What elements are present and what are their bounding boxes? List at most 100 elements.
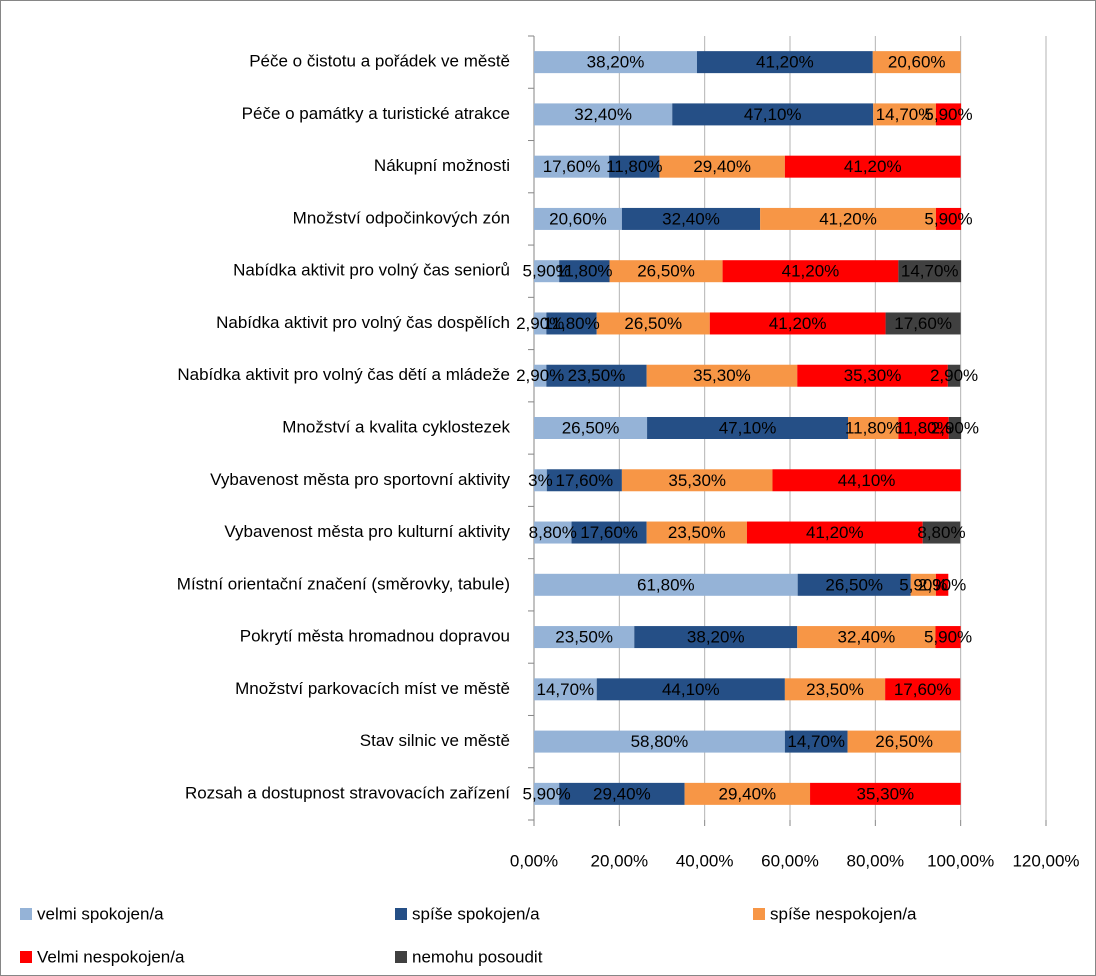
bar-segment [634,626,798,649]
data-label: 14,70% [537,680,595,699]
bar-segment [898,417,949,439]
data-label: 58,80% [631,732,689,751]
data-label: 26,50% [875,732,933,751]
bar-segment [546,469,622,492]
bar-segment [646,364,798,387]
data-label: 32,40% [662,209,720,228]
data-label: 29,40% [593,784,651,803]
data-label: 61,80% [637,575,695,594]
y-tick-label: Nabídka aktivit pro volný čas dětí a mlá… [177,365,510,384]
data-label: 2,90% [516,366,564,385]
data-label: 5,90% [924,209,972,228]
data-label: 41,20% [756,53,814,72]
legend-label: spíše nespokojen/a [770,904,917,923]
data-label: 5,90% [924,105,972,124]
bar-segment [534,417,648,439]
bar-segment [709,312,886,335]
data-label: 17,60% [580,523,638,542]
bar-segment [534,730,785,753]
data-label: 2,90% [930,366,978,385]
y-tick-label: Vybavenost města pro sportovní aktivity [210,470,510,489]
bar-segment [684,782,811,805]
bar-segment [885,678,961,701]
bar-segment [534,103,673,126]
bar-segment [885,312,961,335]
legend-swatch [20,951,32,963]
data-label: 5,90% [522,784,570,803]
bar-segment [646,521,747,544]
data-label: 47,10% [744,105,802,124]
data-label: 2,90% [931,418,979,437]
bar-segment [647,417,849,439]
data-label: 35,30% [857,784,915,803]
data-label: 8,80% [917,523,965,542]
bar-segment [797,573,911,596]
y-tick-label: Místní orientační značení (směrovky, tab… [177,574,510,593]
bar-segment [609,260,723,283]
data-label: 5,90% [899,575,947,594]
data-label: 41,20% [819,209,877,228]
bar-segment [534,521,572,544]
data-label: 14,70% [876,105,934,124]
legend-swatch [395,908,407,920]
data-label: 11,80% [895,418,951,437]
data-label: 17,60% [543,157,601,176]
legend-swatch [395,951,407,963]
data-label: 26,50% [562,418,620,437]
data-label: 14,70% [787,732,845,751]
data-label: 11,80% [556,262,612,281]
bar-segment [534,678,597,701]
bar-segment [621,207,761,230]
bar-segment [534,312,547,335]
bar-segment [935,207,962,230]
data-label: 14,70% [901,262,959,281]
data-label: 5,90% [522,262,570,281]
bar-segment [534,260,560,283]
data-label: 23,50% [668,523,726,542]
data-label: 41,20% [782,262,840,281]
data-label: 26,50% [637,262,695,281]
x-tick-label: 100,00% [927,851,994,870]
data-label: 2,90% [918,575,966,594]
x-tick-label: 80,00% [846,851,904,870]
bar-segment [534,364,547,387]
data-label: 11,80% [606,157,662,176]
x-tick-label: 60,00% [761,851,819,870]
data-label: 41,20% [806,523,864,542]
bar-segment [935,626,961,649]
data-label: 23,50% [568,366,626,385]
y-tick-label: Stav silnic ve městě [360,731,510,750]
bar-segment [559,260,610,283]
bar-segment [534,782,560,805]
bar-segment [672,103,874,126]
bar-segment [571,521,647,544]
bar-segment [873,103,936,126]
y-tick-label: Péče o čistotu a pořádek ve městě [249,52,510,71]
legend-label: velmi spokojen/a [37,904,164,923]
data-label: 23,50% [806,680,864,699]
bar-segment [559,782,685,805]
bar-segment [797,364,948,387]
data-label: 44,10% [838,471,896,490]
bar-segment [872,51,961,74]
bar-segment [609,155,660,178]
bar-segment [546,364,647,387]
x-tick-label: 0,00% [510,851,558,870]
bar-segment [596,678,785,701]
bar-segment [898,260,962,283]
bar-segment [910,573,936,596]
bar-segment [534,155,610,178]
data-label: 38,20% [687,628,745,647]
y-tick-label: Rozsah a dostupnost stravovacích zařízen… [185,783,510,802]
data-label: 23,50% [555,628,613,647]
bar-segment [784,730,848,753]
data-label: 5,90% [924,628,972,647]
data-label: 26,50% [624,314,682,333]
bar-segment [534,626,635,649]
bar-segment [659,155,785,178]
data-label: 17,60% [894,314,952,333]
bar-segment [847,730,961,753]
bar-segment [534,469,547,492]
y-tick-label: Vybavenost města pro kulturní aktivity [224,522,510,541]
data-label: 29,40% [718,784,776,803]
